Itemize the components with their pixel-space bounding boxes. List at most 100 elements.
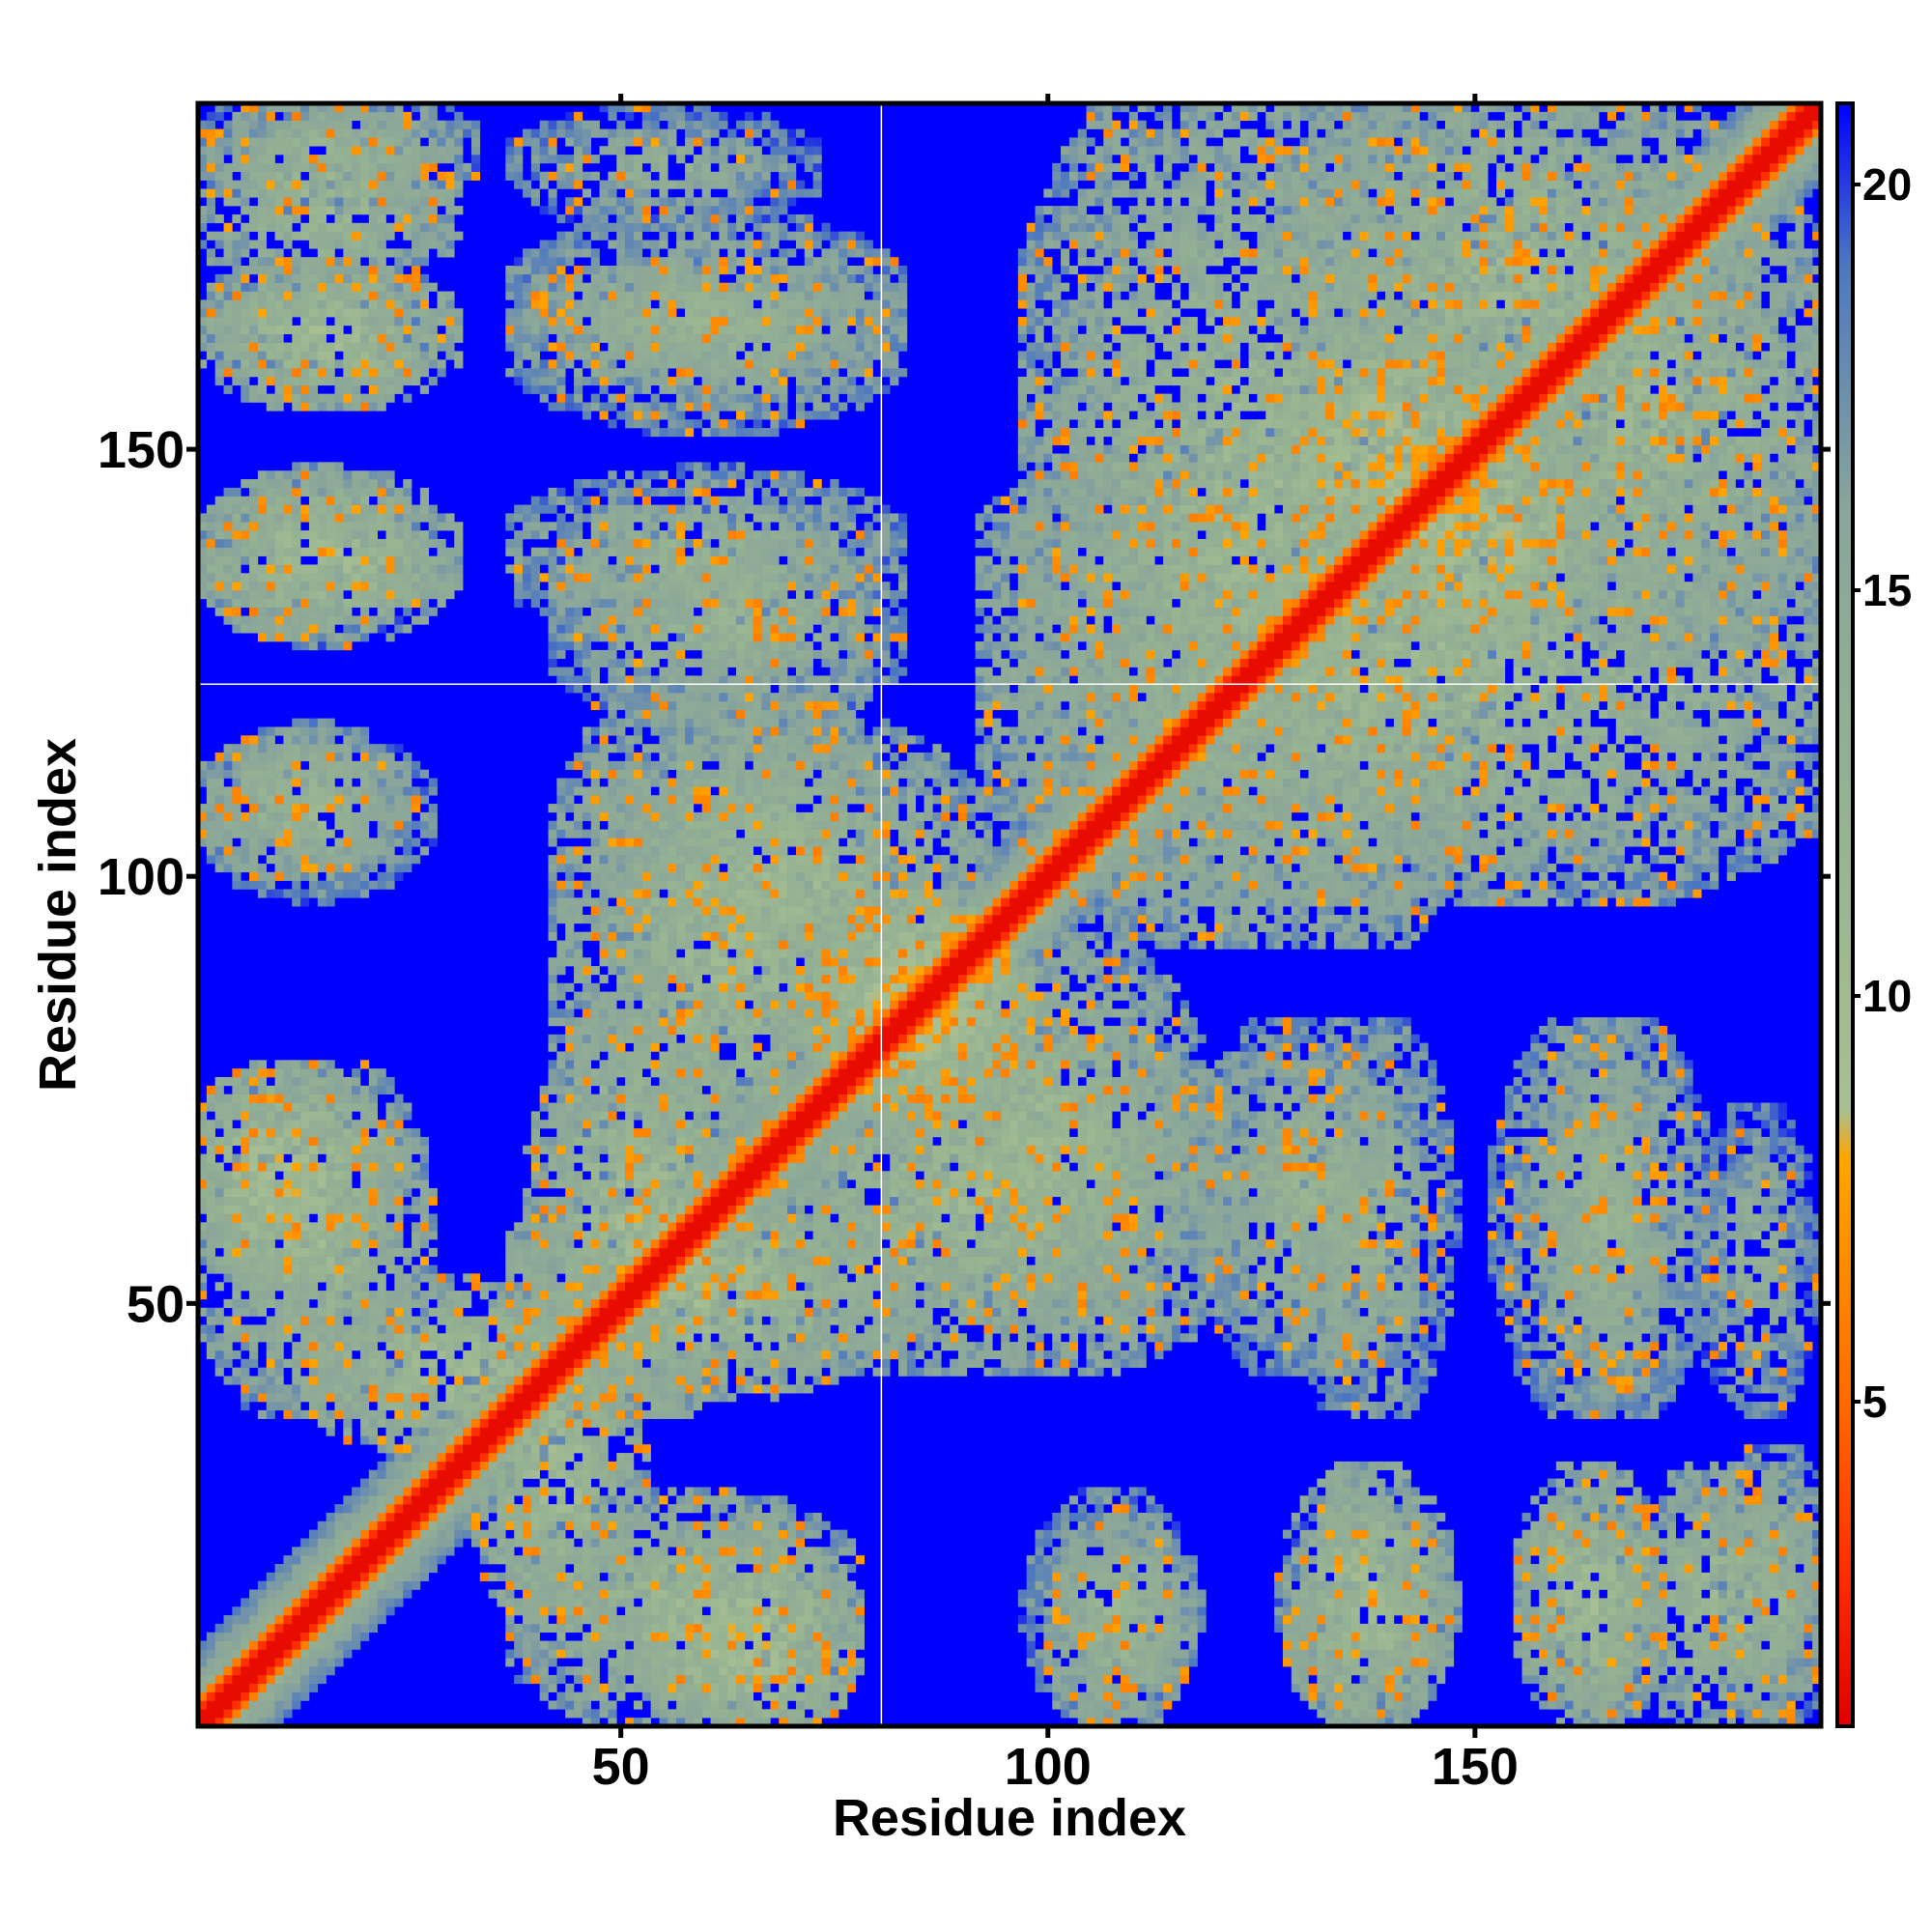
- heatmap-cell: [556, 1171, 566, 1180]
- heatmap-cell: [548, 641, 557, 651]
- heatmap-cell: [241, 1683, 250, 1692]
- heatmap-cell: [352, 496, 361, 505]
- heatmap-cell: [385, 1136, 395, 1147]
- heatmap-cell: [377, 487, 386, 497]
- heatmap-cell: [352, 1615, 361, 1625]
- heatmap-cell: [574, 1666, 583, 1676]
- heatmap-cell: [241, 1187, 250, 1198]
- heatmap-cell: [565, 1427, 575, 1436]
- heatmap-cell: [377, 111, 386, 121]
- heatmap-cell: [308, 384, 319, 394]
- heatmap-cell: [368, 1239, 378, 1249]
- heatmap-cell: [343, 496, 353, 505]
- heatmap-cell: [403, 180, 412, 189]
- heatmap-cell: [232, 308, 242, 318]
- heatmap-cell: [317, 846, 327, 856]
- heatmap-cell: [368, 1623, 378, 1634]
- heatmap-cell: [308, 1674, 319, 1685]
- heatmap-cell: [514, 1623, 524, 1634]
- heatmap-cell: [206, 1171, 215, 1180]
- heatmap-cell: [530, 1273, 540, 1283]
- heatmap-cell: [565, 1196, 575, 1206]
- heatmap-cell: [266, 547, 275, 556]
- heatmap-cell: [556, 257, 566, 267]
- heatmap-cell: [266, 1598, 275, 1607]
- heatmap-cell: [352, 504, 361, 514]
- heatmap-cell: [574, 1444, 583, 1454]
- heatmap-cell: [317, 1358, 327, 1368]
- heatmap-cell: [437, 1298, 446, 1309]
- heatmap-cell: [437, 598, 446, 608]
- heatmap-cell: [360, 846, 370, 856]
- heatmap-cell: [326, 1171, 335, 1180]
- heatmap-cell: [385, 760, 395, 770]
- heatmap-cell: [556, 940, 566, 950]
- heatmap-cell: [385, 128, 395, 138]
- heatmap-cell: [292, 769, 301, 779]
- heatmap-cell: [530, 1538, 540, 1548]
- heatmap-cell: [539, 1538, 549, 1548]
- heatmap-cell: [317, 240, 327, 249]
- heatmap-cell: [582, 1487, 592, 1496]
- heatmap-cell: [214, 1640, 224, 1650]
- heatmap-cell: [470, 1418, 481, 1428]
- heatmap-cell: [394, 1187, 404, 1198]
- heatmap-cell: [556, 1435, 566, 1445]
- heatmap-cell: [292, 1342, 301, 1351]
- heatmap-cell: [360, 1487, 370, 1496]
- heatmap-cell: [574, 880, 583, 890]
- heatmap-cell: [385, 804, 395, 813]
- heatmap-cell: [428, 155, 438, 164]
- heatmap-cell: [548, 1512, 557, 1522]
- heatmap-cell: [223, 1350, 233, 1360]
- heatmap-cell: [308, 718, 319, 727]
- heatmap-cell: [360, 735, 370, 745]
- heatmap-cell: [326, 1632, 335, 1641]
- heatmap-cell: [385, 1205, 395, 1214]
- heatmap-cell: [548, 522, 557, 531]
- heatmap-cell: [505, 1367, 515, 1377]
- heatmap-cell: [317, 1598, 327, 1607]
- heatmap-cell: [590, 1042, 600, 1052]
- heatmap-cell: [419, 1512, 430, 1522]
- heatmap-cell: [334, 1068, 344, 1078]
- heatmap-cell: [385, 880, 395, 890]
- heatmap-cell: [352, 846, 361, 856]
- heatmap-cell: [582, 880, 592, 890]
- heatmap-cell: [274, 308, 284, 318]
- heatmap-cell: [326, 1316, 335, 1325]
- heatmap-cell: [403, 359, 412, 369]
- heatmap-cell: [419, 1205, 430, 1214]
- heatmap-cell: [488, 1435, 497, 1445]
- heatmap-cell: [394, 1222, 404, 1232]
- heatmap-cell: [308, 1085, 319, 1094]
- heatmap-cell: [206, 1239, 215, 1249]
- heatmap-cell: [574, 1128, 583, 1138]
- heatmap-cell: [419, 155, 430, 164]
- heatmap-cell: [419, 257, 430, 267]
- heatmap-cell: [300, 624, 310, 634]
- heatmap-cell: [419, 197, 430, 207]
- heatmap-cell: [308, 1077, 319, 1087]
- heatmap-cell: [266, 1409, 275, 1419]
- heatmap-cell: [548, 624, 557, 634]
- heatmap-cell: [334, 1298, 344, 1309]
- heatmap-cell: [352, 1632, 361, 1641]
- heatmap-cell: [539, 1367, 549, 1377]
- heatmap-cell: [590, 1529, 600, 1539]
- heatmap-cell: [428, 222, 438, 232]
- heatmap-cell: [565, 206, 575, 215]
- heatmap-cell: [352, 1358, 361, 1368]
- heatmap-cell: [326, 257, 335, 267]
- heatmap-cell: [574, 231, 583, 241]
- heatmap-cell: [274, 1623, 284, 1634]
- heatmap-cell: [223, 1128, 233, 1138]
- heatmap-cell: [565, 1615, 575, 1625]
- heatmap-cell: [266, 111, 275, 121]
- heatmap-cell: [523, 1333, 532, 1343]
- heatmap-cell: [377, 1580, 386, 1590]
- heatmap-cell: [368, 880, 378, 890]
- heatmap-cell: [505, 155, 515, 164]
- heatmap-cell: [317, 1247, 327, 1257]
- heatmap-cell: [403, 231, 412, 241]
